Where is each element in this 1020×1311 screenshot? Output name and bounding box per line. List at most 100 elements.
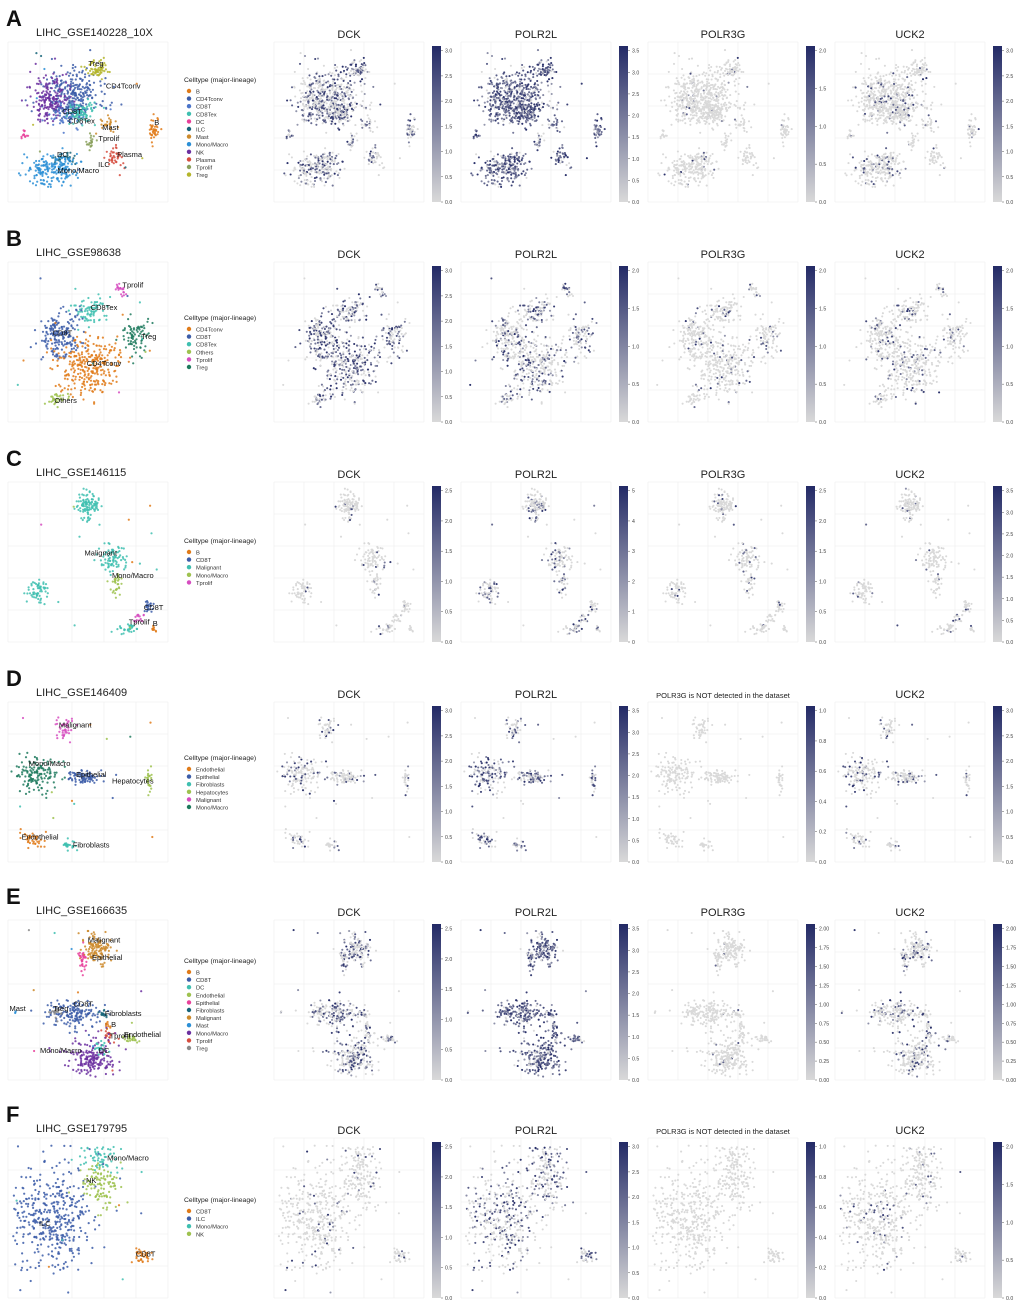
feature-point bbox=[518, 95, 521, 98]
feature-point bbox=[522, 86, 525, 89]
feature-point bbox=[880, 89, 884, 92]
feature-point bbox=[556, 127, 559, 130]
cluster-point bbox=[40, 83, 43, 86]
feature-point bbox=[501, 57, 504, 61]
feature-point bbox=[755, 162, 758, 165]
cluster-point bbox=[76, 121, 79, 124]
cluster-label: B bbox=[154, 118, 159, 127]
feature-point bbox=[713, 114, 716, 117]
feature-point bbox=[536, 83, 539, 86]
feature-point bbox=[503, 81, 506, 85]
feature-point bbox=[483, 182, 486, 185]
feature-point bbox=[360, 78, 364, 81]
feature-point bbox=[368, 123, 371, 127]
feature-point bbox=[532, 76, 535, 79]
feature-point bbox=[314, 107, 317, 110]
feature-point bbox=[697, 184, 700, 187]
cluster-point bbox=[28, 86, 31, 89]
cluster-point bbox=[65, 171, 68, 175]
feature-point bbox=[472, 137, 475, 140]
feature-point bbox=[891, 111, 894, 114]
feature-point bbox=[307, 85, 310, 88]
feature-point bbox=[850, 99, 853, 102]
cluster-point bbox=[153, 125, 156, 128]
feature-point bbox=[502, 123, 505, 126]
feature-point bbox=[901, 88, 904, 91]
feature-point bbox=[561, 152, 565, 155]
feature-point bbox=[667, 180, 670, 183]
feature-point bbox=[883, 83, 886, 86]
feature-point bbox=[327, 167, 330, 170]
feature-point bbox=[702, 71, 705, 74]
feature-point bbox=[314, 77, 317, 80]
feature-point bbox=[489, 107, 492, 111]
feature-point bbox=[534, 89, 537, 92]
feature-point bbox=[925, 64, 928, 67]
feature-point bbox=[351, 144, 354, 147]
feature-point bbox=[691, 111, 695, 114]
colorbar-tick-label: 2.5 bbox=[445, 74, 452, 80]
feature-point bbox=[703, 108, 706, 111]
feature-point bbox=[359, 103, 362, 106]
feature-point bbox=[356, 139, 359, 142]
cluster-point bbox=[60, 177, 63, 180]
feature-point bbox=[704, 116, 708, 119]
feature-point bbox=[905, 95, 908, 98]
cluster-point bbox=[64, 158, 67, 161]
feature-point bbox=[526, 71, 529, 74]
feature-point bbox=[676, 150, 679, 153]
feature-point bbox=[709, 154, 712, 157]
feature-point bbox=[550, 124, 553, 127]
feature-point bbox=[893, 85, 896, 88]
feature-point bbox=[869, 90, 873, 93]
cluster-point bbox=[93, 124, 96, 127]
feature-point bbox=[534, 143, 537, 146]
feature-point bbox=[915, 124, 918, 127]
cluster-point bbox=[40, 171, 43, 174]
feature-point bbox=[885, 119, 888, 122]
feature-point bbox=[738, 106, 742, 109]
feature-point bbox=[709, 97, 712, 100]
feature-point bbox=[337, 113, 340, 116]
cluster-point bbox=[36, 180, 39, 183]
cluster-point bbox=[103, 82, 106, 85]
feature-point bbox=[895, 63, 898, 67]
feature-point bbox=[700, 95, 703, 98]
feature-point bbox=[301, 118, 304, 121]
cluster-point bbox=[87, 87, 90, 90]
cluster-point bbox=[59, 95, 63, 98]
cluster-point bbox=[91, 97, 94, 100]
cluster-point bbox=[78, 88, 81, 91]
feature-point bbox=[696, 171, 699, 174]
cluster-point bbox=[61, 73, 64, 77]
feature-point bbox=[896, 91, 899, 95]
feature-point bbox=[864, 81, 867, 84]
feature-point bbox=[688, 168, 691, 171]
feature-point bbox=[970, 119, 973, 122]
cluster-point bbox=[81, 96, 84, 99]
colorbar-tick-label: 1.0 bbox=[632, 157, 639, 163]
cluster-point bbox=[61, 119, 64, 122]
feature-point bbox=[372, 85, 375, 88]
feature-point bbox=[702, 112, 706, 115]
feature-point bbox=[907, 120, 910, 123]
feature-point bbox=[491, 91, 494, 94]
cluster-point bbox=[74, 94, 77, 97]
feature-point bbox=[904, 96, 907, 99]
feature-point bbox=[308, 90, 312, 93]
feature-point bbox=[882, 90, 885, 93]
feature-point bbox=[702, 156, 705, 159]
feature-point bbox=[310, 108, 314, 111]
feature-point bbox=[733, 84, 737, 87]
feature-point bbox=[315, 72, 318, 75]
legend-label: DC bbox=[196, 120, 204, 126]
feature-point bbox=[366, 114, 369, 117]
cluster-point bbox=[66, 165, 69, 168]
feature-point bbox=[691, 166, 694, 169]
cluster-point bbox=[73, 100, 76, 103]
feature-point bbox=[748, 143, 751, 147]
feature-point bbox=[500, 101, 503, 104]
feature-point bbox=[370, 158, 373, 161]
feature-point bbox=[333, 160, 336, 163]
